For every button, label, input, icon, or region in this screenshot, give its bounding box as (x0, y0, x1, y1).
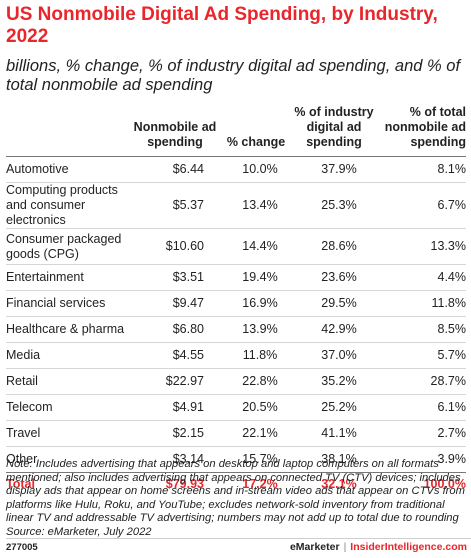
cell-industry-share: 28.6% (292, 228, 376, 265)
cell-spending: $10.60 (130, 228, 220, 265)
cell-spending: $2.15 (130, 420, 220, 447)
column-header-industry-share: % of industry digital ad spending (294, 105, 374, 149)
table-body: Automotive $6.44 10.0% 37.9% 8.1% Computing p… (6, 156, 466, 496)
row-label: Financial services (6, 290, 130, 317)
cell-change: 16.9% (220, 290, 292, 317)
row-label: Retail (6, 368, 130, 395)
row-label: Travel (6, 420, 130, 447)
data-table: Nonmobile ad spending % change % of indu… (6, 102, 466, 496)
cell-total-share: 13.3% (376, 228, 466, 265)
brand-emarketer: eMarketer (289, 541, 340, 553)
cell-change: 11.8% (220, 342, 292, 369)
cell-change: 22.8% (220, 368, 292, 395)
chart-title: US Nonmobile Digital Ad Spending, by Ind… (6, 4, 438, 47)
cell-total-share: 4.4% (376, 264, 466, 291)
row-label: Automotive (6, 156, 130, 183)
cell-spending: $4.55 (130, 342, 220, 369)
cell-spending: $4.91 (130, 394, 220, 421)
cell-spending: $22.97 (130, 368, 220, 395)
brand-insider-intelligence: InsiderIntelligence.com (350, 541, 467, 553)
cell-spending: $9.47 (130, 290, 220, 317)
cell-spending: $6.80 (130, 316, 220, 343)
cell-industry-share: 25.3% (292, 182, 376, 229)
cell-industry-share: 37.0% (292, 342, 376, 369)
table-row: Retail $22.97 22.8% 35.2% 28.7% (6, 368, 466, 395)
table-row: Consumer packaged goods (CPG) $10.60 14.4%… (6, 228, 466, 265)
cell-total-share: 11.8% (376, 290, 466, 317)
cell-total-share: 3.9% (376, 446, 466, 473)
column-header-industry (6, 102, 130, 157)
cell-total-share: 28.7% (376, 368, 466, 395)
chart-id: 277005 (6, 542, 38, 553)
note-text: Note: Includes advertising that appears … (6, 458, 465, 524)
source-text: Source: eMarketer, July 2022 (6, 525, 152, 538)
total-change: 17.2% (220, 472, 292, 496)
cell-industry-share: 35.2% (292, 368, 376, 395)
cell-total-share: 8.1% (376, 156, 466, 183)
cell-change: 13.9% (220, 316, 292, 343)
table-row: Automotive $6.44 10.0% 37.9% 8.1% (6, 156, 466, 183)
row-label: Consumer packaged goods (CPG) (6, 228, 130, 265)
brand-separator: | (343, 541, 347, 553)
table-total-row: Total $79.93 17.2% 32.1% 100.0% (6, 472, 466, 496)
cell-change: 13.4% (220, 182, 292, 229)
table-row: Travel $2.15 22.1% 41.1% 2.7% (6, 420, 466, 447)
cell-spending: $6.44 (130, 156, 220, 183)
cell-spending: $5.37 (130, 182, 220, 229)
chart-subtitle: billions, % change, % of industry digita… (6, 57, 461, 94)
cell-total-share: 5.7% (376, 342, 466, 369)
row-label: Telecom (6, 394, 130, 421)
cell-change: 14.4% (220, 228, 292, 265)
table-row: Other $3.14 15.7% 38.1% 3.9% (6, 446, 466, 473)
brand-footer: eMarketer | InsiderIntelligence.com (290, 541, 467, 553)
cell-total-share: 8.5% (376, 316, 466, 343)
cell-change: 22.1% (220, 420, 292, 447)
row-label: Healthcare & pharma (6, 316, 130, 343)
total-total-share: 100.0% (376, 472, 466, 496)
cell-industry-share: 37.9% (292, 156, 376, 183)
cell-industry-share: 25.2% (292, 394, 376, 421)
table-row: Telecom $4.91 20.5% 25.2% 6.1% (6, 394, 466, 421)
column-header-total-share: % of total nonmobile ad spending (384, 105, 466, 149)
column-header-change: % change (226, 135, 286, 149)
cell-total-share: 6.1% (376, 394, 466, 421)
cell-industry-share: 42.9% (292, 316, 376, 343)
cell-spending: $3.14 (130, 446, 220, 473)
cell-change: 20.5% (220, 394, 292, 421)
table-row: Computing products and consumer electron… (6, 182, 466, 229)
table-row: Financial services $9.47 16.9% 29.5% 11.8% (6, 290, 466, 317)
cell-industry-share: 23.6% (292, 264, 376, 291)
table-header-row: Nonmobile ad spending % change % of indu… (6, 102, 466, 157)
row-label: Media (6, 342, 130, 369)
cell-change: 10.0% (220, 156, 292, 183)
total-label: Total (6, 472, 130, 496)
chart-note: Note: Includes advertising that appears … (6, 458, 468, 539)
cell-industry-share: 29.5% (292, 290, 376, 317)
table-row: Healthcare & pharma $6.80 13.9% 42.9% 8.5% (6, 316, 466, 343)
table-row: Media $4.55 11.8% 37.0% 5.7% (6, 342, 466, 369)
total-spending: $79.93 (130, 472, 220, 496)
cell-industry-share: 38.1% (292, 446, 376, 473)
row-label: Entertainment (6, 264, 130, 291)
cell-change: 19.4% (220, 264, 292, 291)
cell-total-share: 2.7% (376, 420, 466, 447)
row-label: Computing products and consumer electron… (6, 182, 130, 229)
cell-total-share: 6.7% (376, 182, 466, 229)
table-row: Entertainment $3.51 19.4% 23.6% 4.4% (6, 264, 466, 291)
footer-divider (6, 538, 471, 539)
cell-spending: $3.51 (130, 264, 220, 291)
row-label: Other (6, 446, 130, 473)
cell-change: 15.7% (220, 446, 292, 473)
cell-industry-share: 41.1% (292, 420, 376, 447)
column-header-spending: Nonmobile ad spending (133, 120, 217, 149)
total-industry-share: 32.1% (292, 472, 376, 496)
